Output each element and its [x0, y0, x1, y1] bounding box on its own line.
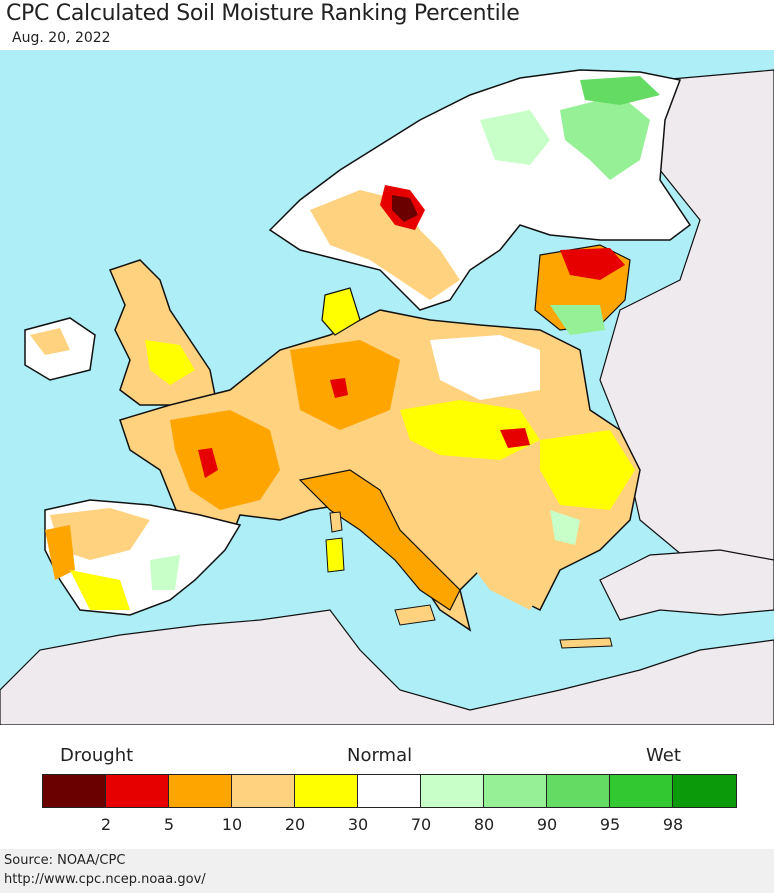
- finland-wet: [560, 95, 650, 180]
- source-text: Source: NOAA/CPC: [4, 853, 126, 868]
- uk-land: [108, 259, 216, 406]
- legend-swatch-0: [43, 775, 106, 807]
- corsica: [329, 511, 343, 533]
- uk-normal: [145, 340, 195, 385]
- central-mixed: [400, 400, 540, 460]
- portugal-dry: [45, 525, 75, 580]
- italy-land: [298, 469, 461, 611]
- map-title: CPC Calculated Soil Moisture Ranking Per…: [6, 1, 520, 26]
- sweden-norway-dry: [310, 190, 460, 300]
- romania-mixed: [540, 430, 635, 510]
- ireland-dry: [30, 328, 70, 355]
- legend-tick: 2: [100, 815, 112, 834]
- legend-drought-label: Drought: [60, 745, 134, 766]
- legend-swatch-3: [232, 775, 295, 807]
- legend-swatch-10: [673, 775, 736, 807]
- source-footer: [0, 849, 774, 893]
- legend-swatch-2: [169, 775, 232, 807]
- legend-color-bar: [42, 774, 737, 808]
- legend-tick: 95: [599, 815, 621, 834]
- france-severe: [198, 448, 218, 478]
- legend-swatch-9: [610, 775, 673, 807]
- legend-wet-label: Wet: [646, 745, 681, 766]
- sicily: [394, 604, 436, 626]
- legend-tick: 98: [662, 815, 684, 834]
- sweden-extreme-dry: [392, 195, 418, 222]
- iberia-normal: [70, 570, 130, 610]
- legend-tick: 80: [473, 815, 495, 834]
- north-africa-land: [0, 609, 774, 725]
- legend-tick: 90: [536, 815, 558, 834]
- map-date: Aug. 20, 2022: [12, 30, 111, 46]
- legend-swatch-4: [295, 775, 358, 807]
- legend-tick: 70: [410, 815, 432, 834]
- iberia-dry: [50, 508, 150, 560]
- legend-swatch-8: [547, 775, 610, 807]
- eastern-land: [599, 69, 774, 611]
- source-url[interactable]: http://www.cpc.ncep.noaa.gov/: [4, 872, 206, 887]
- lithuania-wet: [550, 305, 605, 335]
- balkans-mixed: [420, 480, 560, 610]
- norway-wet: [480, 110, 550, 165]
- crete: [559, 637, 613, 649]
- legend-tick: 20: [284, 815, 306, 834]
- legend-tick: 5: [163, 815, 175, 834]
- sardinia: [325, 537, 345, 573]
- hungary-severe: [500, 428, 530, 448]
- denmark: [321, 287, 361, 336]
- lapland-wet: [580, 76, 660, 105]
- germany-severe: [330, 378, 348, 398]
- france-dry: [170, 410, 280, 510]
- legend-swatch-1: [106, 775, 169, 807]
- legend-tick: 30: [347, 815, 369, 834]
- legend-normal-label: Normal: [347, 745, 413, 766]
- europe-map-graphic: [0, 69, 774, 725]
- legend-swatch-7: [484, 775, 547, 807]
- poland-normal: [430, 335, 540, 400]
- turkey-land: [599, 549, 774, 621]
- greece-wet: [550, 510, 580, 545]
- legend-swatch-5: [358, 775, 421, 807]
- legend-tick: 10: [221, 815, 243, 834]
- estonia-severe: [560, 248, 625, 280]
- legend-swatch-6: [421, 775, 484, 807]
- soil-moisture-map: [0, 50, 774, 725]
- iberia-wet: [150, 555, 180, 590]
